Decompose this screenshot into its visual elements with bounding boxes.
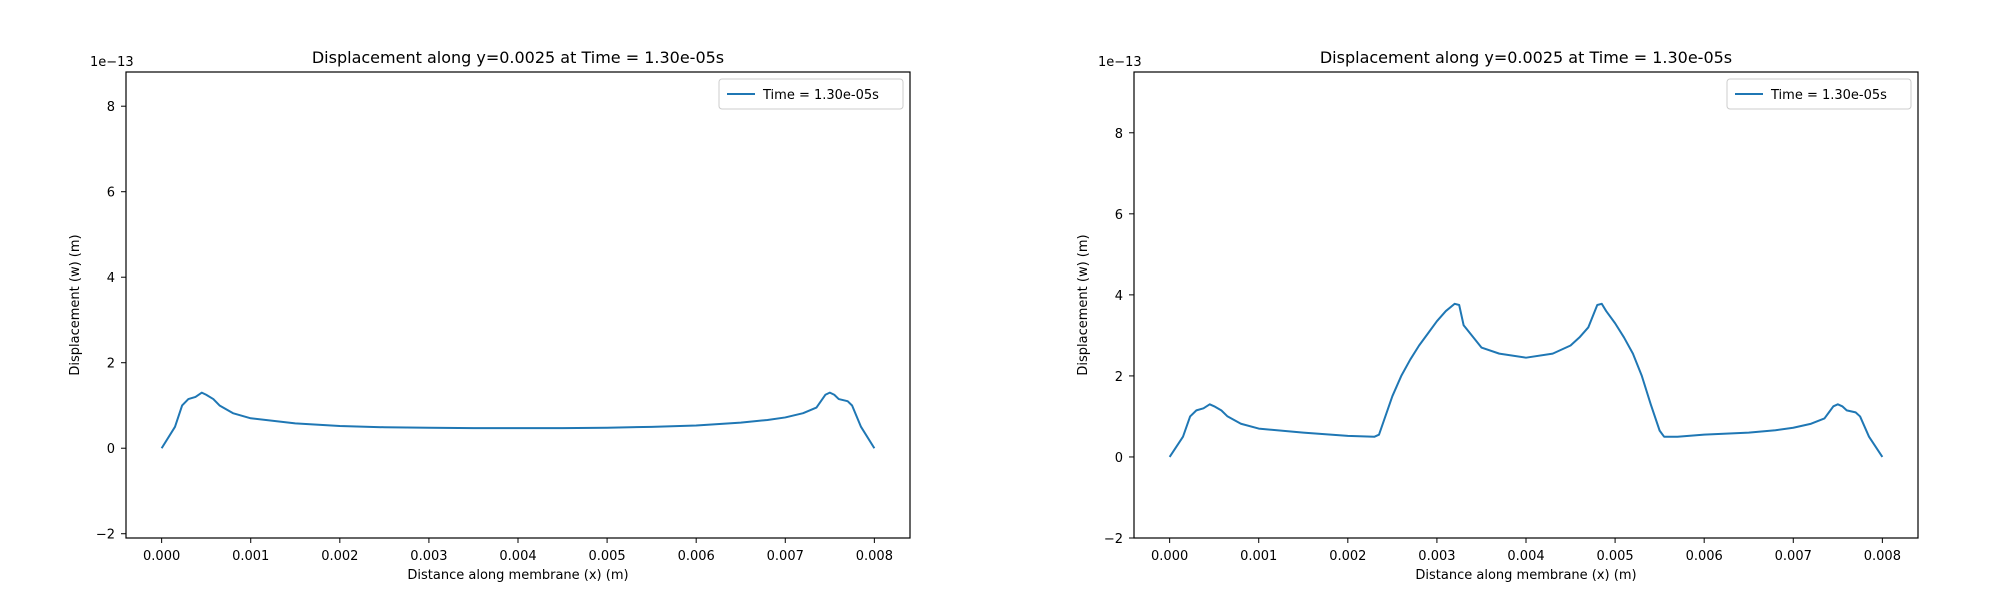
chart-title: Displacement along y=0.0025 at Time = 1.… xyxy=(1320,48,1732,67)
y-offset-label: 1e−13 xyxy=(1098,55,1142,70)
x-tick-label: 0.003 xyxy=(410,549,447,564)
y-tick-label: 2 xyxy=(1115,370,1123,385)
y-tick-label: 0 xyxy=(107,442,115,457)
legend-box xyxy=(718,78,904,110)
legend: Time = 1.30e-05s xyxy=(718,78,904,110)
x-tick-label: 0.002 xyxy=(1329,549,1366,564)
x-tick-label: 0.000 xyxy=(143,549,180,564)
axes-frame xyxy=(125,71,911,539)
chart-panel-left: Displacement along y=0.0025 at Time = 1.… xyxy=(68,48,911,583)
y-tick-label: 2 xyxy=(107,357,115,372)
x-tick-label: 0.001 xyxy=(232,549,269,564)
x-tick-label: 0.005 xyxy=(1596,549,1633,564)
axes-frame xyxy=(1133,71,1919,539)
x-axis-label: Distance along membrane (x) (m) xyxy=(1415,568,1636,583)
y-tick-label: 4 xyxy=(107,271,115,286)
y-axis-label: Displacement (w) (m) xyxy=(68,234,83,375)
x-tick-label: 0.007 xyxy=(767,549,804,564)
x-tick-label: 0.003 xyxy=(1418,549,1455,564)
legend-box xyxy=(1726,78,1912,110)
x-tick-label: 0.006 xyxy=(678,549,715,564)
y-tick-label: −2 xyxy=(96,528,115,543)
y-tick-label: 0 xyxy=(1115,451,1123,466)
x-tick-label: 0.002 xyxy=(321,549,358,564)
y-tick-label: 8 xyxy=(107,100,115,115)
legend: Time = 1.30e-05s xyxy=(1726,78,1912,110)
y-tick-label: 8 xyxy=(1115,127,1123,142)
y-tick-label: 6 xyxy=(107,186,115,201)
x-tick-label: 0.005 xyxy=(588,549,625,564)
x-axis-label: Distance along membrane (x) (m) xyxy=(407,568,628,583)
series-line xyxy=(1168,302,1884,458)
y-tick-label: 4 xyxy=(1115,289,1123,304)
legend-label: Time = 1.30e-05s xyxy=(1770,88,1887,103)
x-tick-label: 0.008 xyxy=(1864,549,1901,564)
x-tick-label: 0.008 xyxy=(856,549,893,564)
y-offset-label: 1e−13 xyxy=(90,55,134,70)
y-tick-label: −2 xyxy=(1104,532,1123,547)
x-tick-label: 0.004 xyxy=(499,549,536,564)
x-tick-label: 0.000 xyxy=(1151,549,1188,564)
series-line xyxy=(160,391,876,449)
y-axis-label: Displacement (w) (m) xyxy=(1076,234,1091,375)
y-tick-label: 6 xyxy=(1115,208,1123,223)
x-tick-label: 0.004 xyxy=(1507,549,1544,564)
x-tick-label: 0.001 xyxy=(1240,549,1277,564)
chart-title: Displacement along y=0.0025 at Time = 1.… xyxy=(312,48,724,67)
legend-label: Time = 1.30e-05s xyxy=(762,88,879,103)
x-tick-label: 0.007 xyxy=(1775,549,1812,564)
chart-panel-right: Displacement along y=0.0025 at Time = 1.… xyxy=(1076,48,1919,583)
x-tick-label: 0.006 xyxy=(1686,549,1723,564)
